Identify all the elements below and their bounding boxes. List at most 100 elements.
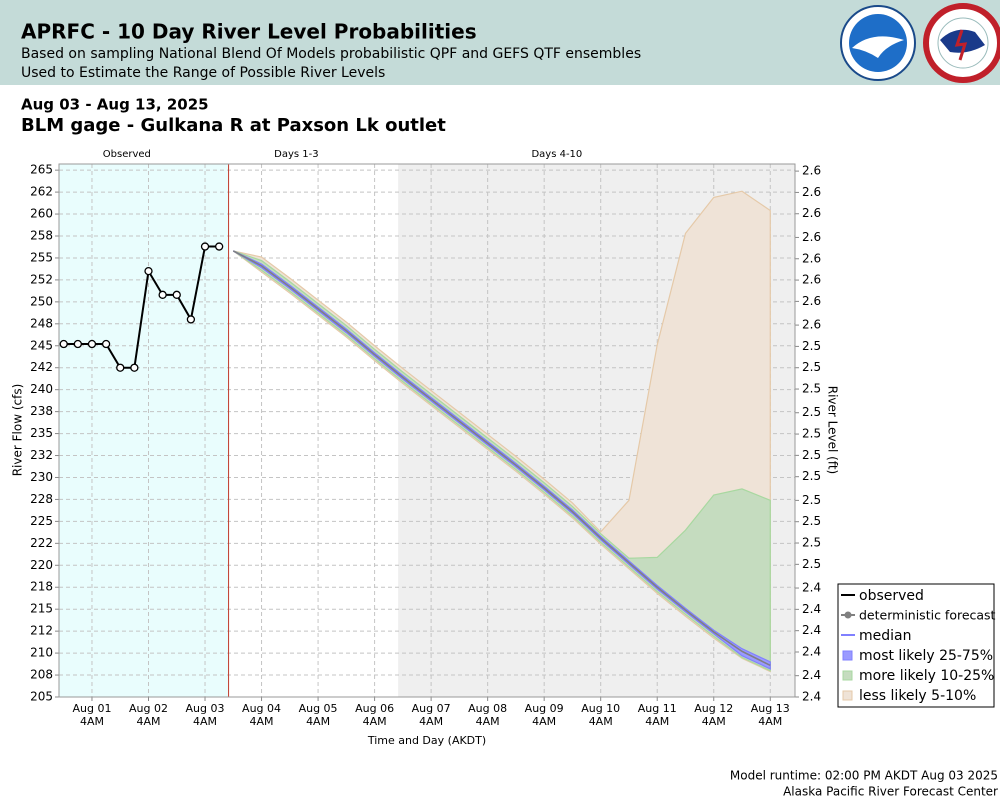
y2-tick-label: 2.6 (802, 230, 821, 244)
x-tick-label: Aug 02 (129, 702, 168, 715)
y2-tick-label: 2.6 (802, 185, 821, 199)
x-tick-label: Aug 10 (581, 702, 620, 715)
nws-logo (923, 3, 1000, 83)
y-tick-label: 265 (30, 163, 53, 177)
x-tick-label: 4AM (476, 715, 500, 728)
y-tick-label: 245 (30, 338, 53, 352)
y2-tick-label: 2.5 (802, 339, 821, 353)
y-tick-label: 258 (30, 229, 53, 243)
x-tick-label: 4AM (193, 715, 217, 728)
x-tick-label: 4AM (419, 715, 443, 728)
legend-label: more likely 10-25% (859, 668, 994, 684)
x-tick-label: 4AM (363, 715, 387, 728)
x-tick-label: Aug 06 (355, 702, 394, 715)
y-tick-label: 255 (30, 250, 53, 264)
y2-tick-label: 2.5 (802, 360, 821, 374)
data-point (172, 290, 181, 299)
y-tick-label: 225 (30, 514, 53, 528)
y2-tick-label: 2.6 (802, 206, 821, 220)
legend-swatch (842, 690, 853, 701)
legend-label: deterministic forecast (859, 608, 996, 623)
x-tick-label: 4AM (532, 715, 556, 728)
chart-title: BLM gage - Gulkana R at Paxson Lk outlet (21, 115, 446, 136)
x-tick-label: Aug 09 (525, 702, 564, 715)
y-tick-label: 222 (30, 536, 53, 550)
y-tick-label: 260 (30, 207, 53, 221)
region-label: Observed (103, 149, 151, 160)
y2-tick-label: 2.5 (802, 469, 821, 483)
legend-label: median (859, 628, 911, 644)
y2-tick-label: 2.5 (802, 536, 821, 550)
legend-label: less likely 5-10% (859, 688, 976, 704)
x-tick-label: 4AM (645, 715, 669, 728)
x-tick-label: 4AM (758, 715, 782, 728)
header-title: APRFC - 10 Day River Level Probabilities (21, 20, 477, 44)
x-tick-label: 4AM (80, 715, 104, 728)
y-tick-label: 215 (30, 602, 53, 616)
data-point (200, 242, 210, 251)
legend-box (837, 583, 995, 708)
y2-tick-label: 2.4 (802, 668, 821, 682)
x-tick-label: 4AM (136, 715, 160, 728)
x-tick-label: Aug 05 (299, 702, 338, 715)
y2-tick-label: 2.5 (802, 427, 821, 441)
x-tick-label: Aug 08 (468, 702, 507, 715)
y2-tick-label: 2.5 (802, 557, 821, 571)
data-point (144, 266, 153, 276)
data-point (59, 339, 68, 349)
header-subtitle: Based on sampling National Blend Of Mode… (21, 46, 641, 62)
header-subtitle: Used to Estimate the Range of Possible R… (21, 65, 385, 81)
series-line (232, 250, 771, 667)
y-tick-label: 228 (30, 492, 53, 506)
y2-tick-label: 2.5 (802, 514, 821, 528)
y2-tick-label: 2.6 (802, 294, 821, 308)
footer: Alaska Pacific River Forecast Center (783, 785, 998, 799)
y2-tick-label: 2.5 (802, 405, 821, 419)
x-tick-label: Aug 01 (72, 702, 111, 715)
footer: Model runtime: 02:00 PM AKDT Aug 03 2025 (730, 769, 998, 783)
data-point (130, 363, 139, 372)
y2-tick-label: 2.6 (802, 251, 821, 265)
x-tick-label: Aug 04 (242, 702, 281, 715)
legend-swatch (842, 650, 853, 661)
data-point (87, 339, 97, 349)
y2-tick-label: 2.6 (802, 318, 821, 332)
y-tick-label: 235 (30, 426, 53, 440)
x-tick-label: 4AM (306, 715, 330, 728)
band-area (232, 250, 771, 672)
y-tick-label: 210 (30, 646, 53, 660)
legend-swatch (842, 670, 853, 681)
plot-frame (58, 163, 796, 698)
date-range: Aug 03 - Aug 13, 2025 (21, 96, 209, 114)
y2-axis-label: River Level (ft) (826, 386, 840, 474)
y-tick-label: 238 (30, 404, 53, 418)
x-tick-label: Aug 11 (638, 702, 677, 715)
y-tick-label: 220 (30, 558, 53, 572)
y-tick-label: 212 (30, 624, 53, 638)
legend-label: observed (859, 588, 924, 604)
x-tick-label: Aug 07 (412, 702, 451, 715)
y2-tick-label: 2.5 (802, 382, 821, 396)
y2-tick-label: 2.4 (802, 623, 821, 637)
region (228, 164, 399, 697)
region-label: Days 4-10 (531, 149, 582, 160)
y-tick-label: 262 (30, 185, 53, 199)
y2-tick-label: 2.5 (802, 493, 821, 507)
y-tick-label: 240 (30, 382, 53, 396)
x-tick-label: 4AM (589, 715, 613, 728)
x-tick-label: 4AM (250, 715, 274, 728)
y-tick-label: 208 (30, 668, 53, 682)
data-point (73, 339, 82, 349)
x-tick-label: Aug 03 (186, 702, 225, 715)
x-tick-label: Aug 13 (751, 702, 790, 715)
data-point (215, 242, 224, 251)
header-band (0, 0, 1000, 85)
x-axis-label: Time and Day (AKDT) (367, 734, 486, 747)
y2-tick-label: 2.4 (802, 690, 821, 704)
region-label: Days 1-3 (274, 149, 318, 160)
y-tick-label: 248 (30, 316, 53, 330)
y-tick-label: 242 (30, 360, 53, 374)
legend-dot (844, 611, 852, 619)
y2-tick-label: 2.4 (802, 581, 821, 595)
